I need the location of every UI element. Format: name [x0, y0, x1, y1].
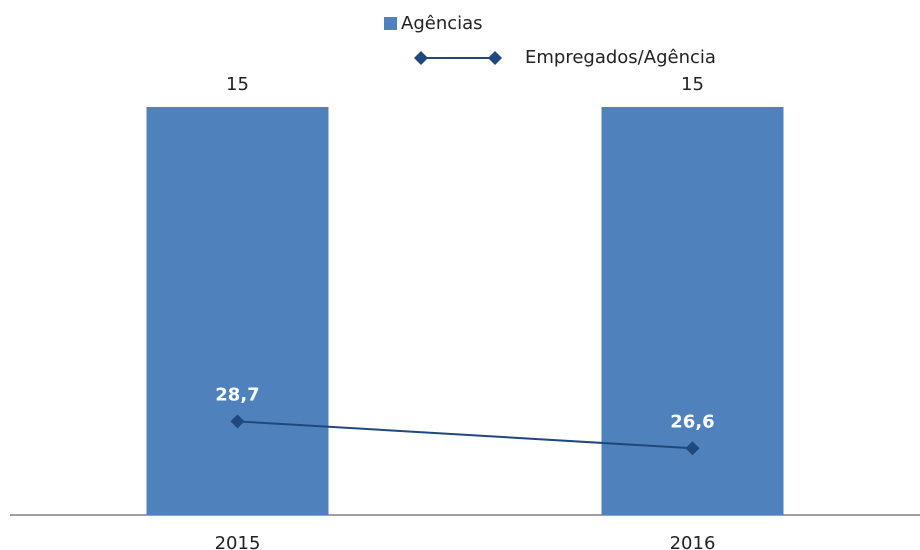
legend-marker	[488, 51, 502, 65]
line-marker	[685, 441, 700, 456]
legend-label: Empregados/Agência	[525, 47, 716, 68]
legend-label: Agências	[401, 13, 483, 34]
x-tick-label: 2015	[215, 533, 261, 550]
bar	[146, 107, 329, 515]
x-tick-label: 2016	[670, 533, 716, 550]
line-value-label: 28,7	[215, 384, 259, 405]
line	[237, 420, 693, 450]
line-marker	[230, 414, 245, 429]
legend-marker	[414, 51, 428, 65]
bar-value-label: 15	[681, 74, 704, 95]
bar-value-label: 15	[226, 74, 249, 95]
legend-swatch	[384, 17, 397, 30]
line-value-label: 26,6	[670, 411, 714, 432]
